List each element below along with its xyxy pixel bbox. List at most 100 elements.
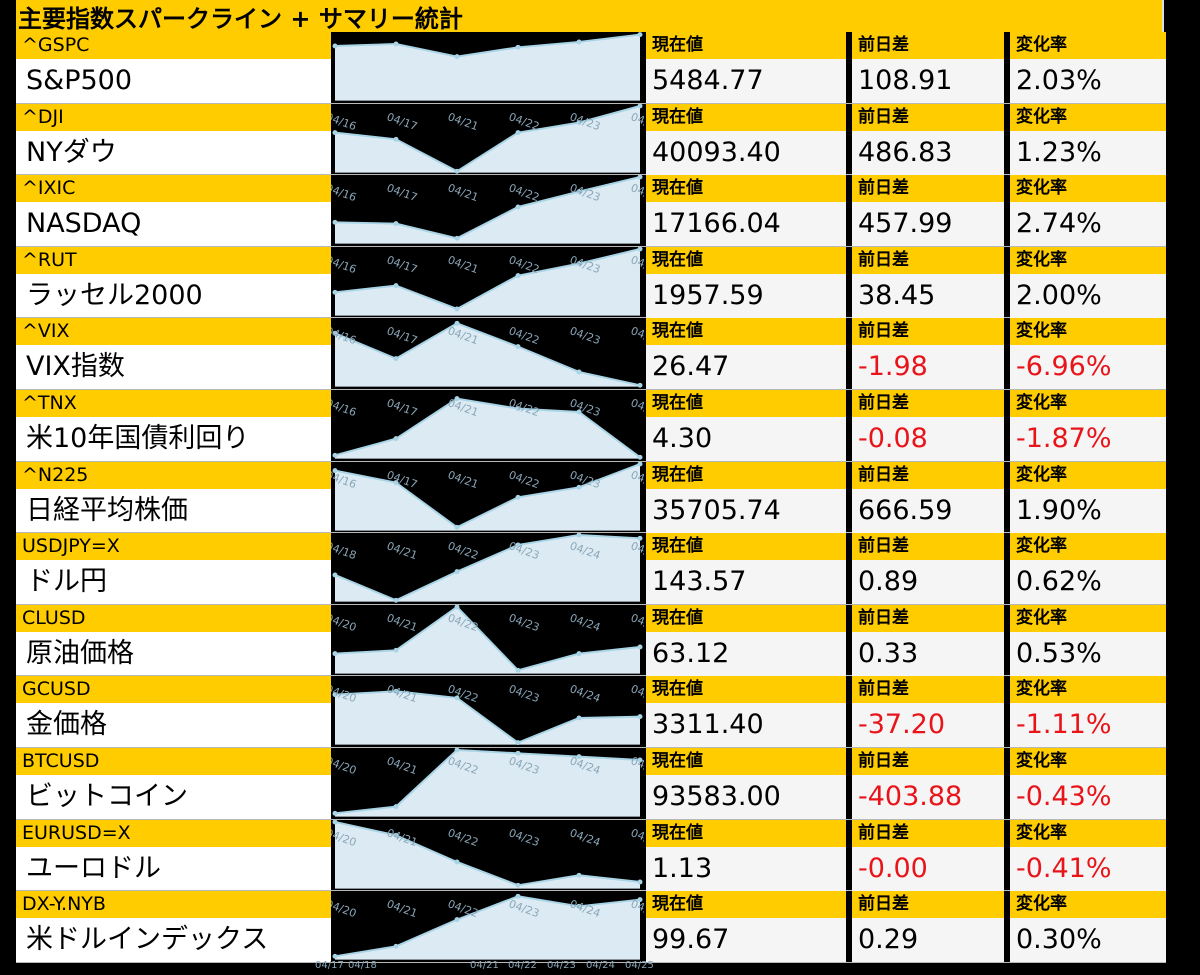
sparkline-point [332,467,338,473]
change-rate: 1.23% [1010,130,1166,175]
day-change-cell: 前日差 486.83 [852,103,1004,175]
sparkline-line [334,104,641,173]
bottom-axis-tick-label: 04/21 [470,960,499,971]
sparkline-tick-label: 04/17 [385,182,419,205]
sparkline-point [393,832,399,838]
table-row: ^GSPC S&P500 現在値 5484.77 前日差 108.91 変化率 2.03% [16,32,1166,104]
day-change: 38.45 [852,273,1004,318]
day-change-cell: 前日差 666.59 [852,461,1004,533]
change-rate-label: 変化率 [1010,175,1166,203]
current-value-cell: 現在値 93583.00 [646,747,846,819]
ticker-symbol: ^IXIC [16,175,331,203]
sparkline-tick-label: 04/17 [385,110,419,133]
sparkline-area [335,463,640,531]
sparkline-tick-label: 04/16 [331,396,358,419]
sparkline-point [393,598,399,603]
sparkline-tick-label: 04/24 [629,396,644,419]
sparkline-point [637,714,643,720]
sparkline-tick-label: 04/24 [568,611,602,634]
day-change: 457.99 [852,202,1004,247]
day-change-label: 前日差 [852,389,1004,417]
sparkline-point [515,204,521,210]
sparkline: 04/16 04/17 04/21 04/22 04/23 04/24 [331,175,644,246]
sparkline-area [335,34,640,101]
index-name: 日経平均株価 [26,494,188,526]
sparkline-point [393,356,399,362]
sparkline-point [637,535,643,541]
sparkline-tick-label: 04/21 [385,611,419,634]
day-change-cell: 前日差 -0.08 [852,389,1004,461]
row-label: BTCUSD ビットコイン [16,747,331,819]
sparkline-point [393,479,399,485]
current-value-label: 現在値 [646,389,846,417]
change-rate-cell: 変化率 -0.41% [1010,819,1166,891]
sparkline-tick-label: 04/25 [629,683,644,706]
sparkline-point [576,39,582,45]
sparkline-point [454,917,460,923]
sparkline: 04/16 04/17 04/21 04/22 04/23 04/24 [331,103,644,175]
summary-stats: 現在値 35705.74 前日差 666.59 変化率 1.90% [646,461,1166,533]
index-name: ドル円 [26,566,107,598]
change-rate: 2.00% [1010,273,1166,318]
sparkline-svg: 04/16 04/17 04/21 04/22 04/23 04/24 [331,461,644,531]
sparkline-tick-label: 04/17 [385,253,419,276]
sparkline-point [515,344,521,350]
sparkline-area [335,606,640,674]
summary-stats: 現在値 143.57 前日差 0.89 変化率 0.62% [646,533,1166,605]
change-rate-cell: 変化率 -6.96% [1010,318,1166,390]
sparkline: 04/16 04/17 04/21 04/22 04/23 04/24 [331,246,644,318]
sparkline-point [332,331,338,337]
sparkline-point [515,750,521,756]
table-row: EURUSD=X ユーロドル 04/20 04/21 04/22 04/23 04/24 04… [16,819,1166,892]
sparkline-tick-label: 04/21 [446,182,480,205]
sparkline-point [576,754,582,760]
sparkline-tick-label: 04/17 [385,396,419,419]
sparkline-svg: 04/20 04/21 04/22 04/23 04/24 04/25 [331,604,644,674]
current-value: 93583.00 [646,774,846,819]
change-rate-label: 変化率 [1010,103,1166,131]
change-rate: 2.03% [1010,59,1166,103]
sparkline-line [334,33,641,58]
day-change: 486.83 [852,130,1004,175]
sparkline-area [335,398,640,459]
sparkline-point [393,436,399,442]
sparkline-point [454,695,460,701]
change-rate-label: 変化率 [1010,318,1166,346]
change-rate-label: 変化率 [1010,32,1166,59]
sparkline-tick-label: 04/21 [446,110,480,133]
ticker-symbol: DX-Y.NYB [16,891,331,919]
sparkline-line [334,690,641,745]
sparkline-area [335,248,640,316]
sparkline-svg: 04/20 04/21 04/22 04/23 04/24 04/25 [331,893,644,960]
sparkline-point [454,859,460,864]
sparkline-point [393,136,399,142]
day-change: -0.00 [852,846,1004,891]
summary-stats: 現在値 93583.00 前日差 -403.88 変化率 -0.43% [646,747,1166,819]
sparkline-tick-label: 04/22 [507,468,541,491]
day-change-label: 前日差 [852,676,1004,704]
index-name: ラッセル2000 [26,279,203,311]
sparkline-line [334,605,641,672]
bottom-axis-tick-label: 04/23 [547,960,576,971]
current-value: 99.67 [646,918,846,963]
sparkline-tick-label: 04/21 [385,540,419,563]
sparkline-tick-label: 04/24 [568,683,602,706]
sparkline-point [637,644,643,650]
summary-stats: 現在値 3311.40 前日差 -37.20 変化率 -1.11% [646,676,1166,748]
sparkline-point [332,572,338,578]
sparkline-point [576,715,582,721]
day-change-label: 前日差 [852,103,1004,131]
sparkline: 04/20 04/21 04/22 04/23 04/24 04/25 [331,819,644,891]
sparkline-tick-label: 04/16 [331,110,358,133]
sparkline-tick-label: 04/22 [507,110,541,133]
summary-stats: 現在値 5484.77 前日差 108.91 変化率 2.03% [646,32,1166,103]
change-rate-label: 変化率 [1010,461,1166,489]
change-rate-cell: 変化率 2.74% [1010,175,1166,247]
sparkline-point [393,689,399,695]
summary-stats: 現在値 99.67 前日差 0.29 変化率 0.30% [646,891,1166,963]
sparkline-point [576,872,582,878]
sparkline-svg: 04/18 04/21 04/22 04/23 04/24 04/25 [331,533,644,603]
current-value: 40093.40 [646,130,846,175]
sparkline-line [334,397,641,459]
current-value-label: 現在値 [646,175,846,203]
